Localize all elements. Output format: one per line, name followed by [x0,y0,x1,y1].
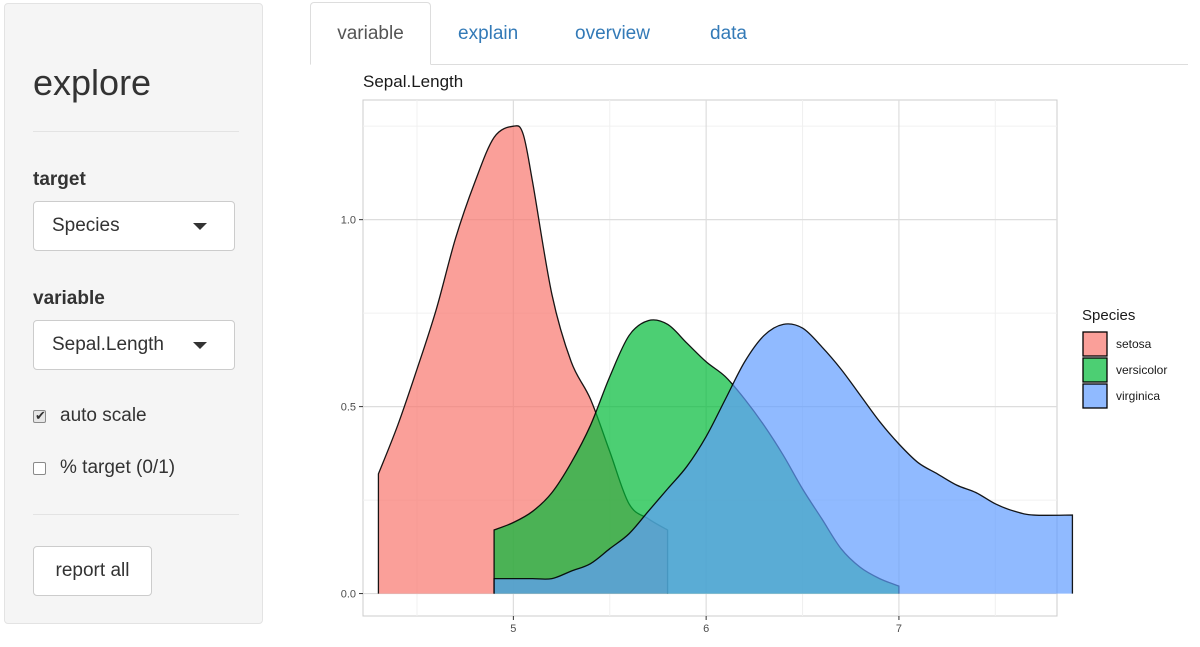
variable-select-value: Sepal.Length [52,334,164,355]
pct-target-option[interactable]: % target (0/1) [33,457,175,479]
x-tick-label: 6 [703,623,709,635]
target-label: target [33,169,86,190]
tab-overview[interactable]: overview [575,23,650,44]
legend-key-versicolor [1082,357,1108,383]
legend-label-virginica: virginica [1116,389,1160,403]
legend-key-virginica [1082,383,1108,409]
checkmark-icon: ✔ [35,407,46,423]
y-axis: 0.0 0.5 1.0 [341,215,363,601]
caret-down-icon [193,223,207,230]
density-plot: Sepal.Length 0.0 0.5 1.0 5 6 7 Species setos… [341,72,1168,635]
legend: Species setosa versicolor virginica [1082,307,1167,409]
density-outline-virginica [493,323,1074,594]
legend-label-versicolor: versicolor [1116,363,1167,377]
variable-select[interactable]: Sepal.Length [33,320,235,370]
auto-scale-label: auto scale [60,405,147,426]
divider [33,514,239,515]
divider [33,131,239,132]
sidebar-panel: explore target Species variable Sepal.Le… [4,3,263,624]
auto-scale-checkbox[interactable]: ✔ [33,407,46,423]
caret-down-icon [193,342,207,349]
legend-title: Species [1082,307,1135,324]
density-area-virginica [494,323,1073,594]
tab-data[interactable]: data [710,23,747,44]
tab-bar-border [310,64,1188,65]
legend-label-setosa: setosa [1116,337,1152,351]
auto-scale-option[interactable]: ✔ auto scale [33,405,147,427]
variable-label: variable [33,288,105,309]
y-tick-label: 0.5 [341,402,356,414]
legend-key-setosa [1082,331,1108,357]
x-tick-label: 5 [510,623,516,635]
x-tick-label: 7 [896,623,902,635]
density-areas [377,125,1074,594]
pct-target-label: % target (0/1) [60,457,176,478]
target-select[interactable]: Species [33,201,235,251]
x-axis: 5 6 7 [510,616,902,635]
y-tick-label: 0.0 [341,589,356,601]
tab-variable[interactable]: variable [310,2,431,65]
y-tick-label: 1.0 [341,215,356,227]
tab-bar: variable explain overview data [310,2,1188,65]
target-select-value: Species [52,215,120,236]
tab-explain[interactable]: explain [458,23,519,44]
pct-target-checkbox[interactable] [33,461,46,475]
app-title: explore [33,62,152,103]
report-all-button[interactable]: report all [33,546,152,596]
chart-title: Sepal.Length [363,72,463,91]
